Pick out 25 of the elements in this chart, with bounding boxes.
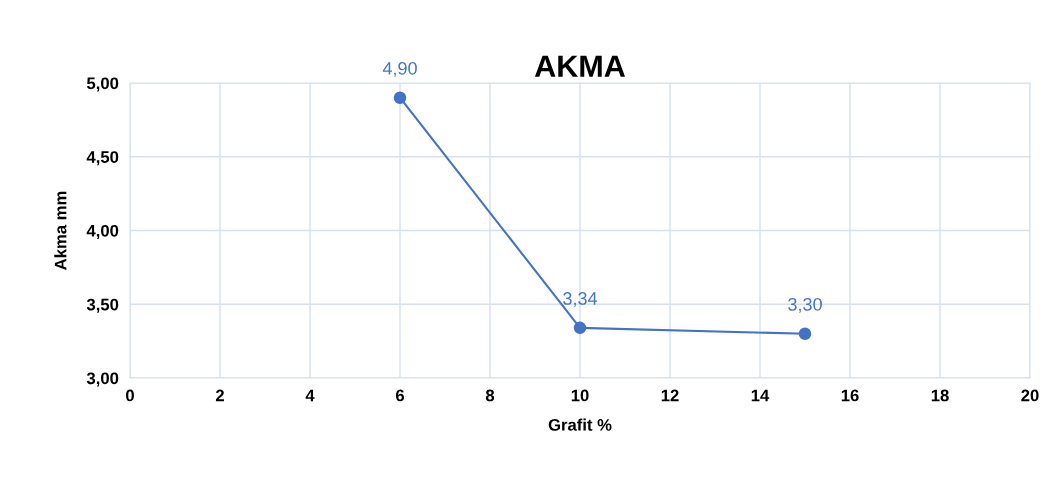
y-tick-label: 3,00 (86, 372, 119, 387)
x-tick-label: 4 (305, 389, 315, 402)
chart-title: AKMA (534, 55, 626, 77)
point (573, 321, 587, 335)
x-tick-label: 6 (395, 389, 405, 402)
x-tick-label: 18 (931, 389, 949, 402)
point (798, 327, 812, 341)
x-tick-label: 20 (1021, 389, 1039, 402)
x-tick-label: 12 (661, 389, 679, 402)
x-tick-label: 10 (571, 389, 589, 402)
y-tick-label: 4,50 (86, 151, 119, 166)
data-label: 4,90 (382, 61, 417, 77)
point (393, 91, 407, 105)
x-tick-label: 16 (841, 389, 859, 402)
y-tick-label: 4,00 (86, 224, 119, 240)
y-tick-label: 5,00 (86, 77, 119, 92)
x-tick-label: 8 (485, 389, 495, 402)
y-axis-title: Akma mm (54, 191, 67, 270)
x-axis-title: Grafit % (548, 418, 612, 431)
x-tick-label: 2 (215, 389, 224, 402)
data-label: 3,30 (788, 297, 822, 313)
x-tick-label: 0 (126, 389, 134, 402)
y-tick-label: 3,50 (86, 298, 119, 313)
data-label: 3,34 (563, 292, 598, 307)
x-tick-label: 14 (751, 389, 770, 402)
